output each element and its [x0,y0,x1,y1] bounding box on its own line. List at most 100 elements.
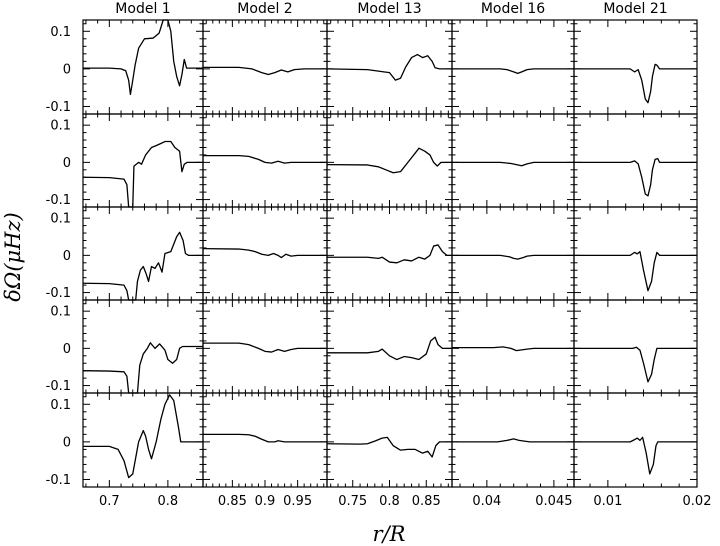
series-line [574,250,697,292]
y-tick-label: 0 [63,342,71,357]
y-tick-label: -0.1 [46,473,71,488]
panel [451,113,575,208]
panel-frame [573,113,698,208]
panel [573,113,698,208]
panel [82,113,204,208]
panel-frame [573,299,698,394]
series-line [452,161,574,167]
panel-frame [82,392,204,488]
series-line [203,155,327,164]
x-tick-label: 0.95 [283,494,312,509]
series-line [452,346,574,352]
y-tick-label: 0.1 [50,25,71,40]
column-title: Model 13 [357,1,421,17]
panel [82,206,204,301]
y-tick-label: 0 [63,156,71,171]
series-line [452,68,574,75]
series-line [83,19,203,96]
panel [202,113,328,208]
column-titles: Model 1 Model 2 Model 13 Model 16 Model 21 [115,1,667,17]
series-line [452,438,574,443]
series-line [574,346,697,383]
panel [326,392,453,488]
panel [573,299,698,394]
x-axis-label: r/R [373,522,406,546]
series-line [326,436,452,458]
panel-frame [573,19,698,115]
panel [82,299,204,394]
y-tick-label: 0.1 [50,119,71,134]
y-tick-label: -0.1 [46,100,71,115]
y-tick-label: 0.1 [50,398,71,413]
panel-frame [326,299,453,394]
series-line [326,53,452,81]
panel-frame [202,206,328,301]
series-line [202,248,327,259]
y-tick-label: 0 [63,435,71,450]
series-line [326,147,452,174]
series-line [203,342,327,353]
series-line [82,231,203,301]
panel [326,19,453,115]
series-line [452,254,574,260]
panel-frame [451,113,575,208]
panels [82,19,698,488]
x-tick-label: 0.9 [255,494,276,509]
column-title: Model 2 [237,1,292,17]
column-title: Model 21 [603,1,667,17]
series-line [83,394,203,479]
panel-frame [326,19,453,115]
x-tick-label: 0.8 [379,494,400,509]
panel [202,19,328,115]
y-tick-label: -0.1 [46,286,71,301]
y-tick-label: 0 [63,62,71,77]
panel-frame [451,19,575,115]
series-line [327,244,452,264]
panel-frame [202,299,328,394]
panel [451,392,575,488]
y-tick-label: 0 [63,249,71,264]
x-tick-label: 0.045 [535,494,572,509]
y-tick-labels: -0.1 0 0.1 -0.1 0 0.1 -0.1 0 0.1 -0.1 0 0.1 -0.1 0 0.1 [46,25,71,488]
panel [82,392,204,488]
series-line [574,63,697,104]
column-title: Model 16 [481,1,545,17]
panel-frame [451,392,575,488]
y-tick-label: -0.1 [46,379,71,394]
panel [573,206,698,301]
panel-frame [573,392,698,488]
series-line [574,436,697,475]
panel [451,206,575,301]
panel [202,299,328,394]
series-line [203,66,327,76]
x-tick-label: 0.8 [158,494,179,509]
panel [202,206,328,301]
panel [202,392,328,488]
panel-frame [82,19,204,115]
panel [451,19,575,115]
x-tick-label: 0.85 [412,494,441,509]
x-tick-label: 0.85 [218,494,247,509]
x-tick-label: 0.75 [338,494,367,509]
panel-frame [451,206,575,301]
series-line [82,140,203,208]
panel [573,392,698,488]
panel [326,206,453,301]
x-tick-labels: 0.7 0.8 0.85 0.9 0.95 0.75 0.8 0.85 0.04 0.045 0.0… [99,494,711,509]
panel-frame [202,113,328,208]
panel [326,113,453,208]
panel-frame [451,299,575,394]
y-axis-label: δΩ(μHz) [1,212,25,301]
y-tick-label: -0.1 [46,193,71,208]
y-tick-label: 0.1 [50,305,71,320]
x-tick-label: 0.7 [99,494,120,509]
series-line [574,157,697,197]
panel [326,299,453,394]
series-line [327,336,452,361]
x-tick-label: 0.02 [683,494,712,509]
panel [82,19,204,115]
x-tick-label: 0.01 [593,494,622,509]
x-tick-label: 0.04 [472,494,501,509]
panel [573,19,698,115]
